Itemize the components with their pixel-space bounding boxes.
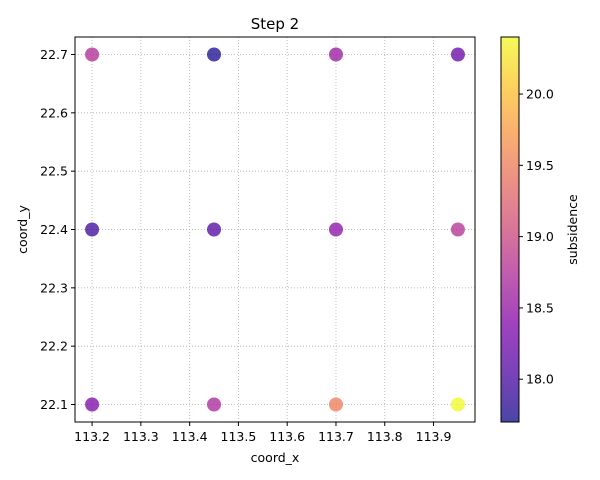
y-tick-label: 22.2 xyxy=(40,339,68,354)
y-tick-label: 22.7 xyxy=(40,47,68,62)
y-tick-label: 22.1 xyxy=(40,397,68,412)
chart-title: Step 2 xyxy=(251,15,299,33)
y-axis-label: coord_y xyxy=(15,205,30,254)
x-tick-label: 113.6 xyxy=(269,429,305,444)
colorbar-label: subsidence xyxy=(565,194,580,265)
colorbar-gradient xyxy=(501,37,519,422)
colorbar-tick-label: 19.0 xyxy=(526,229,554,244)
data-point xyxy=(328,47,343,62)
data-point xyxy=(450,222,465,237)
data-point xyxy=(207,47,222,62)
x-tick-label: 113.8 xyxy=(367,429,403,444)
data-point xyxy=(85,47,100,62)
data-point xyxy=(207,222,222,237)
y-tick-label: 22.6 xyxy=(40,105,68,120)
data-point xyxy=(207,397,222,412)
colorbar-tick-label: 20.0 xyxy=(526,87,554,102)
y-axis-ticks: 22.1 22.2 22.3 22.4 22.5 22.6 22.7 xyxy=(40,47,75,412)
data-point xyxy=(85,397,100,412)
y-tick-label: 22.5 xyxy=(40,164,68,179)
data-points xyxy=(85,47,465,412)
x-tick-label: 113.9 xyxy=(416,429,452,444)
colorbar-tick-label: 18.5 xyxy=(526,300,554,315)
x-tick-label: 113.3 xyxy=(123,429,159,444)
colorbar-frame xyxy=(500,36,520,423)
colorbar-tick-label: 19.5 xyxy=(526,158,554,173)
colorbar-ticks: 18.0 18.5 19.0 19.5 20.0 xyxy=(519,87,554,387)
data-point xyxy=(85,222,100,237)
x-tick-label: 113.7 xyxy=(318,429,354,444)
x-axis-label: coord_x xyxy=(251,450,300,465)
y-tick-label: 22.4 xyxy=(40,222,68,237)
x-axis-ticks: 113.2 113.3 113.4 113.5 113.6 113.7 113.8 113.9 xyxy=(74,422,451,444)
colorbar-tick-label: 18.0 xyxy=(526,372,554,387)
x-tick-label: 113.4 xyxy=(172,429,208,444)
x-tick-label: 113.5 xyxy=(221,429,257,444)
data-point xyxy=(450,397,465,412)
colorbar: 18.0 18.5 19.0 19.5 20.0 subsidence xyxy=(500,36,580,423)
grid-lines xyxy=(75,37,475,422)
data-point xyxy=(328,397,343,412)
data-point xyxy=(328,222,343,237)
y-tick-label: 22.3 xyxy=(40,280,68,295)
x-tick-label: 113.2 xyxy=(74,429,110,444)
data-point xyxy=(450,47,465,62)
